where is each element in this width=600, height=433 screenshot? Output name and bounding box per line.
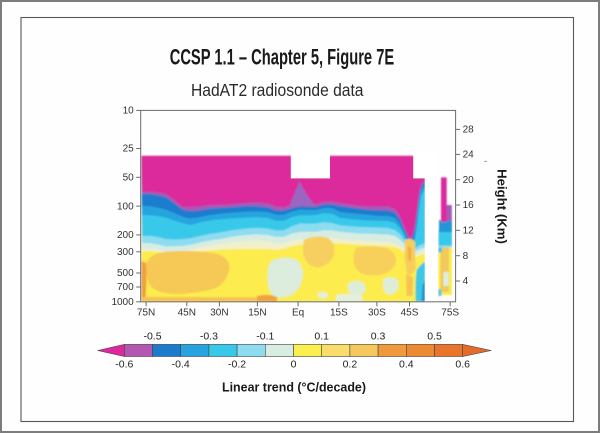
svg-text:-0.5: -0.5 bbox=[143, 331, 161, 343]
svg-text:Height (Km): Height (Km) bbox=[495, 169, 510, 244]
svg-text:HadAT2 radiosonde data: HadAT2 radiosonde data bbox=[191, 80, 364, 100]
svg-text:100: 100 bbox=[117, 201, 134, 212]
svg-text:Eq: Eq bbox=[292, 307, 304, 318]
svg-text:24: 24 bbox=[463, 150, 475, 161]
svg-text:-0.6: -0.6 bbox=[115, 358, 133, 370]
svg-text:12: 12 bbox=[463, 226, 475, 237]
svg-text:25: 25 bbox=[123, 144, 135, 155]
svg-text:-0.2: -0.2 bbox=[228, 358, 246, 370]
svg-text:10: 10 bbox=[123, 106, 135, 117]
svg-text:Linear trend (°C/decade): Linear trend (°C/decade) bbox=[222, 381, 366, 395]
svg-text:8: 8 bbox=[463, 251, 469, 262]
svg-text:0.5: 0.5 bbox=[427, 331, 442, 343]
svg-text:700: 700 bbox=[117, 282, 134, 293]
svg-text:16: 16 bbox=[463, 200, 475, 211]
svg-text:0.4: 0.4 bbox=[399, 358, 414, 370]
svg-text:75S: 75S bbox=[441, 307, 459, 318]
svg-text:CCSP 1.1 – Chapter 5, Figure 7: CCSP 1.1 – Chapter 5, Figure 7E bbox=[170, 44, 395, 69]
svg-text:20: 20 bbox=[463, 175, 475, 186]
svg-text:28: 28 bbox=[463, 125, 475, 136]
svg-text:300: 300 bbox=[117, 247, 134, 258]
svg-text:-0.3: -0.3 bbox=[200, 331, 218, 343]
svg-text:30S: 30S bbox=[368, 307, 386, 318]
svg-text:0: 0 bbox=[291, 358, 297, 370]
svg-text:0.6: 0.6 bbox=[455, 358, 470, 370]
svg-text:45S: 45S bbox=[401, 307, 419, 318]
svg-text:4: 4 bbox=[463, 276, 469, 287]
svg-text:-0.1: -0.1 bbox=[256, 331, 274, 343]
svg-text:50: 50 bbox=[123, 173, 135, 184]
svg-text:200: 200 bbox=[117, 230, 134, 241]
svg-text:0.3: 0.3 bbox=[371, 331, 386, 343]
svg-text:500: 500 bbox=[117, 268, 134, 279]
svg-text:1000: 1000 bbox=[111, 297, 134, 308]
svg-text:15N: 15N bbox=[248, 307, 266, 318]
svg-text:-0.4: -0.4 bbox=[172, 358, 190, 370]
svg-text:0.1: 0.1 bbox=[314, 331, 329, 343]
svg-text:-: - bbox=[484, 156, 487, 166]
svg-text:15S: 15S bbox=[330, 307, 348, 318]
svg-text:75N: 75N bbox=[137, 307, 155, 318]
svg-text:0.2: 0.2 bbox=[343, 358, 358, 370]
svg-text:30N: 30N bbox=[210, 307, 228, 318]
svg-text:45N: 45N bbox=[178, 307, 196, 318]
